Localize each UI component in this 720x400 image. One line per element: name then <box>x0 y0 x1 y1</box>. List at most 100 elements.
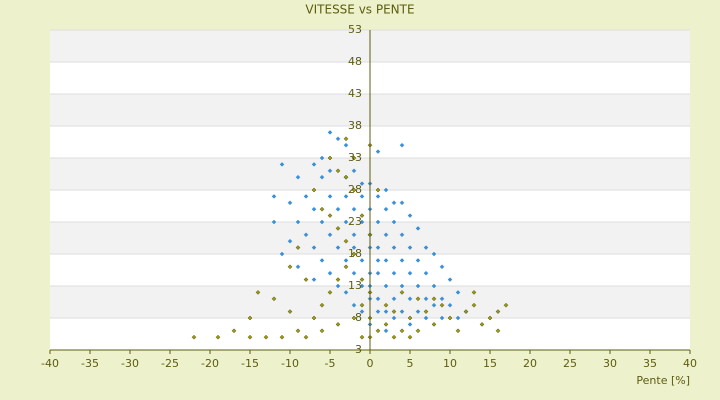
point <box>447 315 453 321</box>
point <box>463 309 469 314</box>
point <box>399 290 405 295</box>
point <box>327 290 333 295</box>
point <box>391 200 397 206</box>
point <box>383 232 389 238</box>
point <box>471 290 477 295</box>
point <box>359 181 365 186</box>
point <box>471 302 477 308</box>
point <box>391 334 397 340</box>
point <box>271 296 277 302</box>
point <box>303 232 309 238</box>
point <box>391 309 397 314</box>
point <box>343 264 349 270</box>
point <box>335 226 341 231</box>
point <box>383 283 389 289</box>
point <box>487 315 493 321</box>
point <box>415 283 421 289</box>
point <box>359 194 365 199</box>
y-tick-label: 8 <box>355 311 362 324</box>
point <box>351 270 357 276</box>
point <box>399 283 405 289</box>
point <box>327 232 333 238</box>
point <box>383 258 389 263</box>
point <box>351 315 357 321</box>
point <box>311 162 317 167</box>
point <box>391 245 397 250</box>
point <box>375 309 381 314</box>
point <box>407 296 413 302</box>
point <box>415 309 421 314</box>
y-tick-label: 53 <box>348 23 362 36</box>
point <box>327 270 333 276</box>
point <box>359 258 365 263</box>
x-tick-label: 35 <box>643 357 657 370</box>
point <box>327 194 333 199</box>
point <box>319 174 325 180</box>
point <box>335 136 341 142</box>
point <box>415 258 421 263</box>
point <box>343 136 349 142</box>
point <box>375 258 381 263</box>
x-tick-label: -10 <box>281 357 299 370</box>
point <box>319 219 325 225</box>
point <box>295 328 301 334</box>
point <box>271 219 277 225</box>
point <box>407 213 413 218</box>
point <box>431 251 437 257</box>
point <box>415 328 421 334</box>
point <box>375 245 381 250</box>
point <box>343 238 349 244</box>
point <box>311 187 317 193</box>
point <box>295 219 301 225</box>
point <box>439 264 445 270</box>
point <box>319 302 325 308</box>
point <box>327 168 333 174</box>
point <box>287 238 293 244</box>
point <box>375 187 381 193</box>
point <box>279 251 285 257</box>
point <box>415 296 421 302</box>
point <box>287 200 293 206</box>
point <box>327 130 333 135</box>
point <box>335 206 341 212</box>
point <box>375 296 381 302</box>
y-tick-label: 43 <box>348 87 362 100</box>
point <box>383 206 389 212</box>
y-tick-label: 23 <box>348 215 362 228</box>
point <box>383 328 389 334</box>
point <box>415 226 421 231</box>
x-tick-label: -15 <box>241 357 259 370</box>
point <box>311 245 317 250</box>
x-tick-label: -5 <box>325 357 336 370</box>
point <box>383 309 389 314</box>
x-tick-label: -25 <box>161 357 179 370</box>
point <box>431 302 437 308</box>
point <box>407 315 413 321</box>
point <box>383 322 389 327</box>
point <box>335 245 341 250</box>
point <box>295 174 301 180</box>
point <box>359 213 365 218</box>
point <box>343 194 349 199</box>
point <box>343 174 349 180</box>
point <box>351 232 357 238</box>
point <box>319 155 325 161</box>
point <box>335 283 341 289</box>
point <box>351 155 357 161</box>
x-tick-label: 10 <box>443 357 457 370</box>
point <box>303 277 309 282</box>
point <box>327 155 333 161</box>
point <box>319 206 325 212</box>
point <box>495 328 501 334</box>
point <box>343 219 349 225</box>
y-tick-label: 28 <box>348 183 362 196</box>
y-tick-label: 48 <box>348 55 362 68</box>
point <box>375 328 381 334</box>
point <box>191 334 197 340</box>
point <box>391 296 397 302</box>
point <box>399 309 405 314</box>
point <box>375 149 381 154</box>
point <box>375 270 381 276</box>
